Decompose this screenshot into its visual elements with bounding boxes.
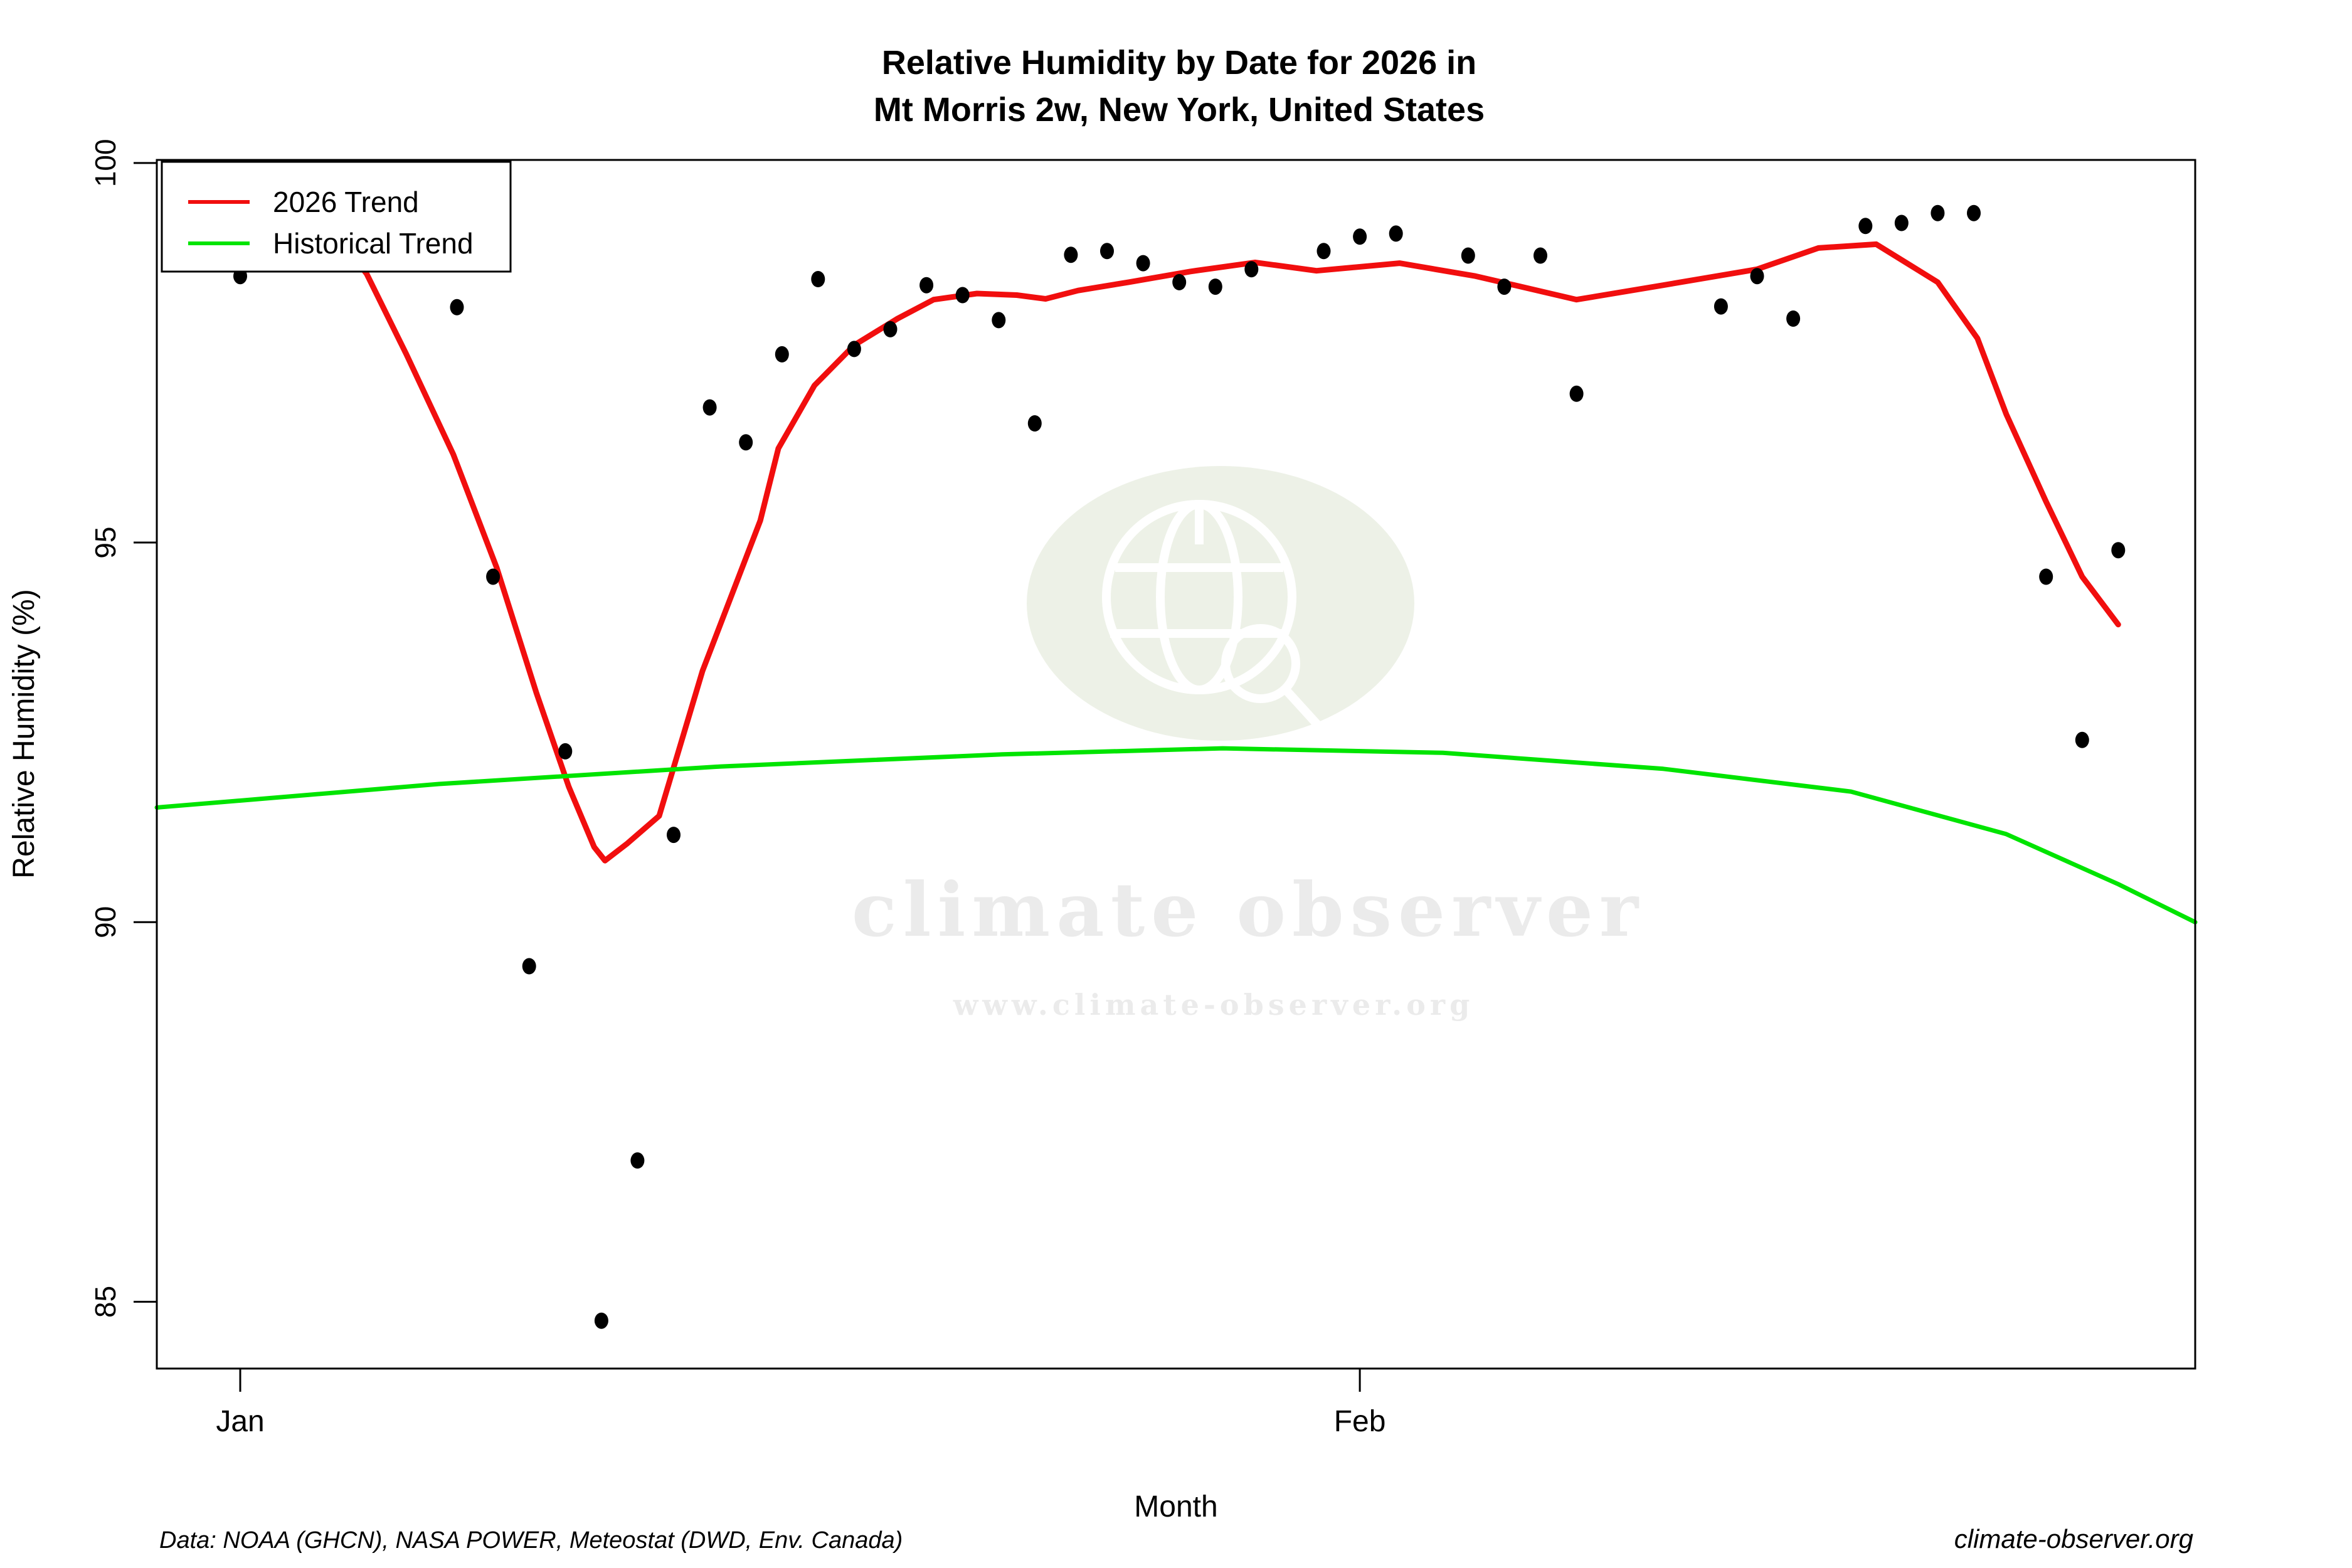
data-point bbox=[558, 743, 573, 760]
data-point bbox=[486, 568, 501, 585]
data-point bbox=[1389, 225, 1403, 242]
y-axis-label: Relative Humidity (%) bbox=[8, 589, 41, 878]
watermark-globe-blob bbox=[1027, 466, 1414, 741]
data-point bbox=[1172, 273, 1187, 290]
data-point bbox=[1100, 243, 1114, 260]
data-point bbox=[1244, 261, 1259, 278]
site-link[interactable]: climate-observer.org bbox=[1954, 1524, 2193, 1554]
data-point bbox=[1497, 278, 1512, 295]
scatter-points-layer bbox=[233, 204, 2126, 1329]
data-point bbox=[1316, 243, 1331, 260]
trend-lines-layer bbox=[154, 166, 2198, 924]
data-point bbox=[522, 958, 536, 975]
data-point bbox=[1027, 415, 1042, 432]
watermark: climate observer www.climate-observer.or… bbox=[852, 466, 1645, 1022]
data-point bbox=[1967, 204, 1981, 221]
data-point bbox=[1714, 298, 1728, 315]
globe-search-icon bbox=[1102, 500, 1328, 736]
x-tick-label: Feb bbox=[1334, 1405, 1386, 1438]
chart-title-line2: Mt Morris 2w, New York, United States bbox=[874, 91, 1485, 129]
data-point bbox=[1353, 228, 1367, 245]
chart-title-line1: Relative Humidity by Date for 2026 in bbox=[882, 44, 1476, 82]
data-point bbox=[2111, 542, 2126, 559]
data-point bbox=[847, 341, 861, 358]
legend-label-historical-trend: Historical Trend bbox=[273, 227, 474, 260]
data-point bbox=[811, 271, 825, 287]
legend: 2026 Trend Historical Trend bbox=[161, 161, 512, 273]
y-tick-label: 90 bbox=[89, 906, 122, 938]
watermark-url-text: www.climate-observer.org bbox=[953, 988, 1475, 1022]
y-tick-label: 85 bbox=[89, 1286, 122, 1318]
legend-label-2026-trend: 2026 Trend bbox=[273, 186, 419, 218]
data-point bbox=[2039, 568, 2053, 585]
plot-border bbox=[156, 159, 2196, 1370]
data-point bbox=[992, 312, 1006, 329]
data-point bbox=[1569, 385, 1584, 402]
y-tick-label: 100 bbox=[89, 139, 122, 187]
data-point bbox=[2075, 731, 2089, 748]
data-point bbox=[594, 1312, 608, 1329]
data-point bbox=[955, 287, 970, 304]
data-point bbox=[1461, 247, 1475, 264]
trend-line-historical-trend bbox=[154, 746, 2198, 924]
watermark-brand-text: climate observer bbox=[852, 866, 1645, 953]
trend-line-2026-trend bbox=[237, 166, 2121, 864]
data-point bbox=[919, 277, 934, 294]
legend-box bbox=[161, 161, 512, 273]
data-point bbox=[1064, 246, 1078, 263]
data-point bbox=[1931, 204, 1945, 221]
data-point bbox=[1208, 278, 1222, 295]
data-point bbox=[1750, 268, 1764, 285]
axis-ticks-layer: 100 95 90 85 Jan Feb bbox=[89, 139, 1385, 1438]
y-tick-label: 95 bbox=[89, 526, 122, 558]
data-source-note: Data: NOAA (GHCN), NASA POWER, Meteostat… bbox=[159, 1527, 903, 1554]
x-axis-label: Month bbox=[1134, 1490, 1217, 1523]
data-point bbox=[1858, 218, 1873, 235]
data-point bbox=[739, 434, 753, 451]
data-point bbox=[1894, 215, 1909, 231]
data-point bbox=[1534, 247, 1547, 264]
data-point bbox=[1136, 255, 1150, 272]
data-point bbox=[1786, 310, 1801, 327]
data-point bbox=[702, 399, 717, 416]
data-point bbox=[630, 1152, 645, 1169]
data-point bbox=[667, 827, 681, 844]
data-point bbox=[775, 346, 789, 363]
data-point bbox=[450, 299, 464, 315]
x-tick-label: Jan bbox=[216, 1405, 264, 1438]
data-point bbox=[883, 320, 898, 337]
